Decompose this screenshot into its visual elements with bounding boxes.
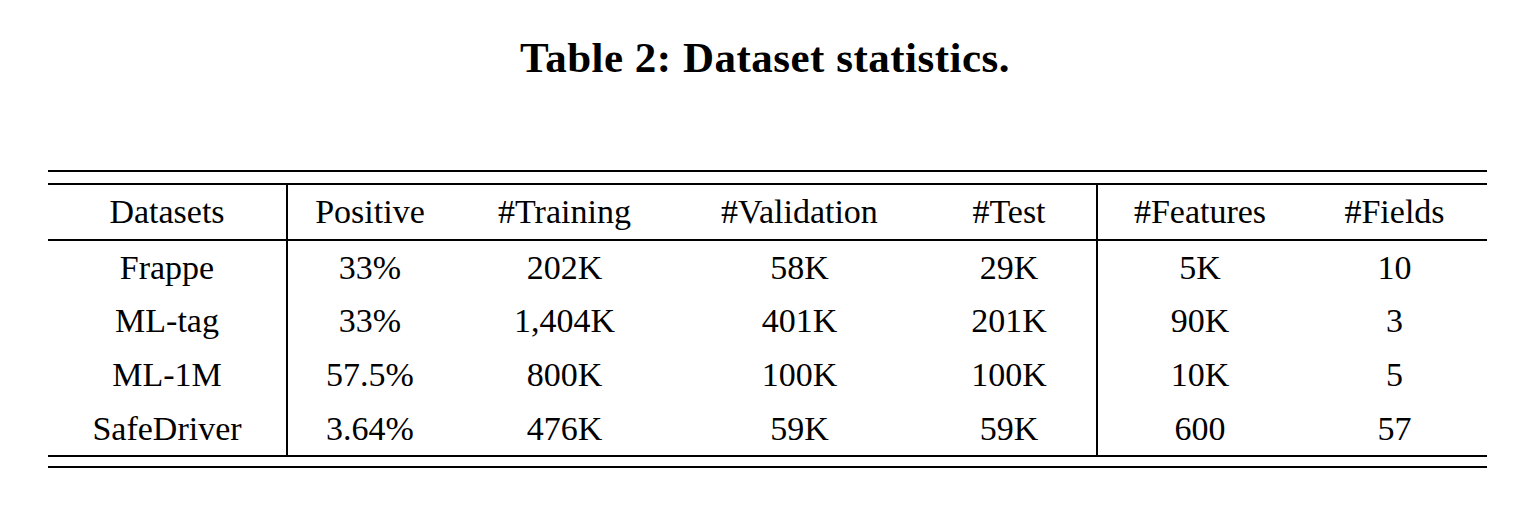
cell-features: 90K (1097, 294, 1302, 348)
cell-fields: 3 (1302, 294, 1487, 348)
cell-training: 202K (452, 240, 677, 294)
table-row-ml-tag: ML-tag 33% 1,404K 401K 201K 90K 3 (48, 294, 1487, 348)
table-caption: Table 2: Dataset statistics. (0, 0, 1530, 84)
cell-validation: 100K (677, 348, 922, 402)
cell-fields: 5 (1302, 348, 1487, 402)
cell-test: 29K (922, 240, 1097, 294)
cell-features: 600 (1097, 402, 1302, 456)
cell-training: 476K (452, 402, 677, 456)
column-header-test: #Test (922, 184, 1097, 240)
cell-positive: 33% (287, 294, 452, 348)
header-row: Datasets Positive #Training #Validation … (48, 184, 1487, 240)
table-row-frappe: Frappe 33% 202K 58K 29K 5K 10 (48, 240, 1487, 294)
cell-positive: 3.64% (287, 402, 452, 456)
cell-dataset-name: SafeDriver (48, 402, 287, 456)
table-row-ml-1m: ML-1M 57.5% 800K 100K 100K 10K 5 (48, 348, 1487, 402)
paper-page: Table 2: Dataset statistics. Datasets Po… (0, 0, 1530, 508)
cell-fields: 57 (1302, 402, 1487, 456)
cell-test: 100K (922, 348, 1097, 402)
cell-validation: 58K (677, 240, 922, 294)
cell-dataset-name: ML-tag (48, 294, 287, 348)
column-header-positive: Positive (287, 184, 452, 240)
column-header-fields: #Fields (1302, 184, 1487, 240)
cell-dataset-name: Frappe (48, 240, 287, 294)
cell-features: 10K (1097, 348, 1302, 402)
cell-training: 800K (452, 348, 677, 402)
column-header-training: #Training (452, 184, 677, 240)
cell-positive: 33% (287, 240, 452, 294)
dataset-statistics-table: Datasets Positive #Training #Validation … (48, 170, 1487, 468)
column-header-datasets: Datasets (48, 184, 287, 240)
cell-validation: 59K (677, 402, 922, 456)
cell-training: 1,404K (452, 294, 677, 348)
cell-dataset-name: ML-1M (48, 348, 287, 402)
stats-table: Datasets Positive #Training #Validation … (48, 183, 1487, 457)
cell-test: 59K (922, 402, 1097, 456)
cell-test: 201K (922, 294, 1097, 348)
table-row-safedriver: SafeDriver 3.64% 476K 59K 59K 600 57 (48, 402, 1487, 456)
column-header-validation: #Validation (677, 184, 922, 240)
cell-fields: 10 (1302, 240, 1487, 294)
cell-features: 5K (1097, 240, 1302, 294)
column-header-features: #Features (1097, 184, 1302, 240)
cell-validation: 401K (677, 294, 922, 348)
cell-positive: 57.5% (287, 348, 452, 402)
